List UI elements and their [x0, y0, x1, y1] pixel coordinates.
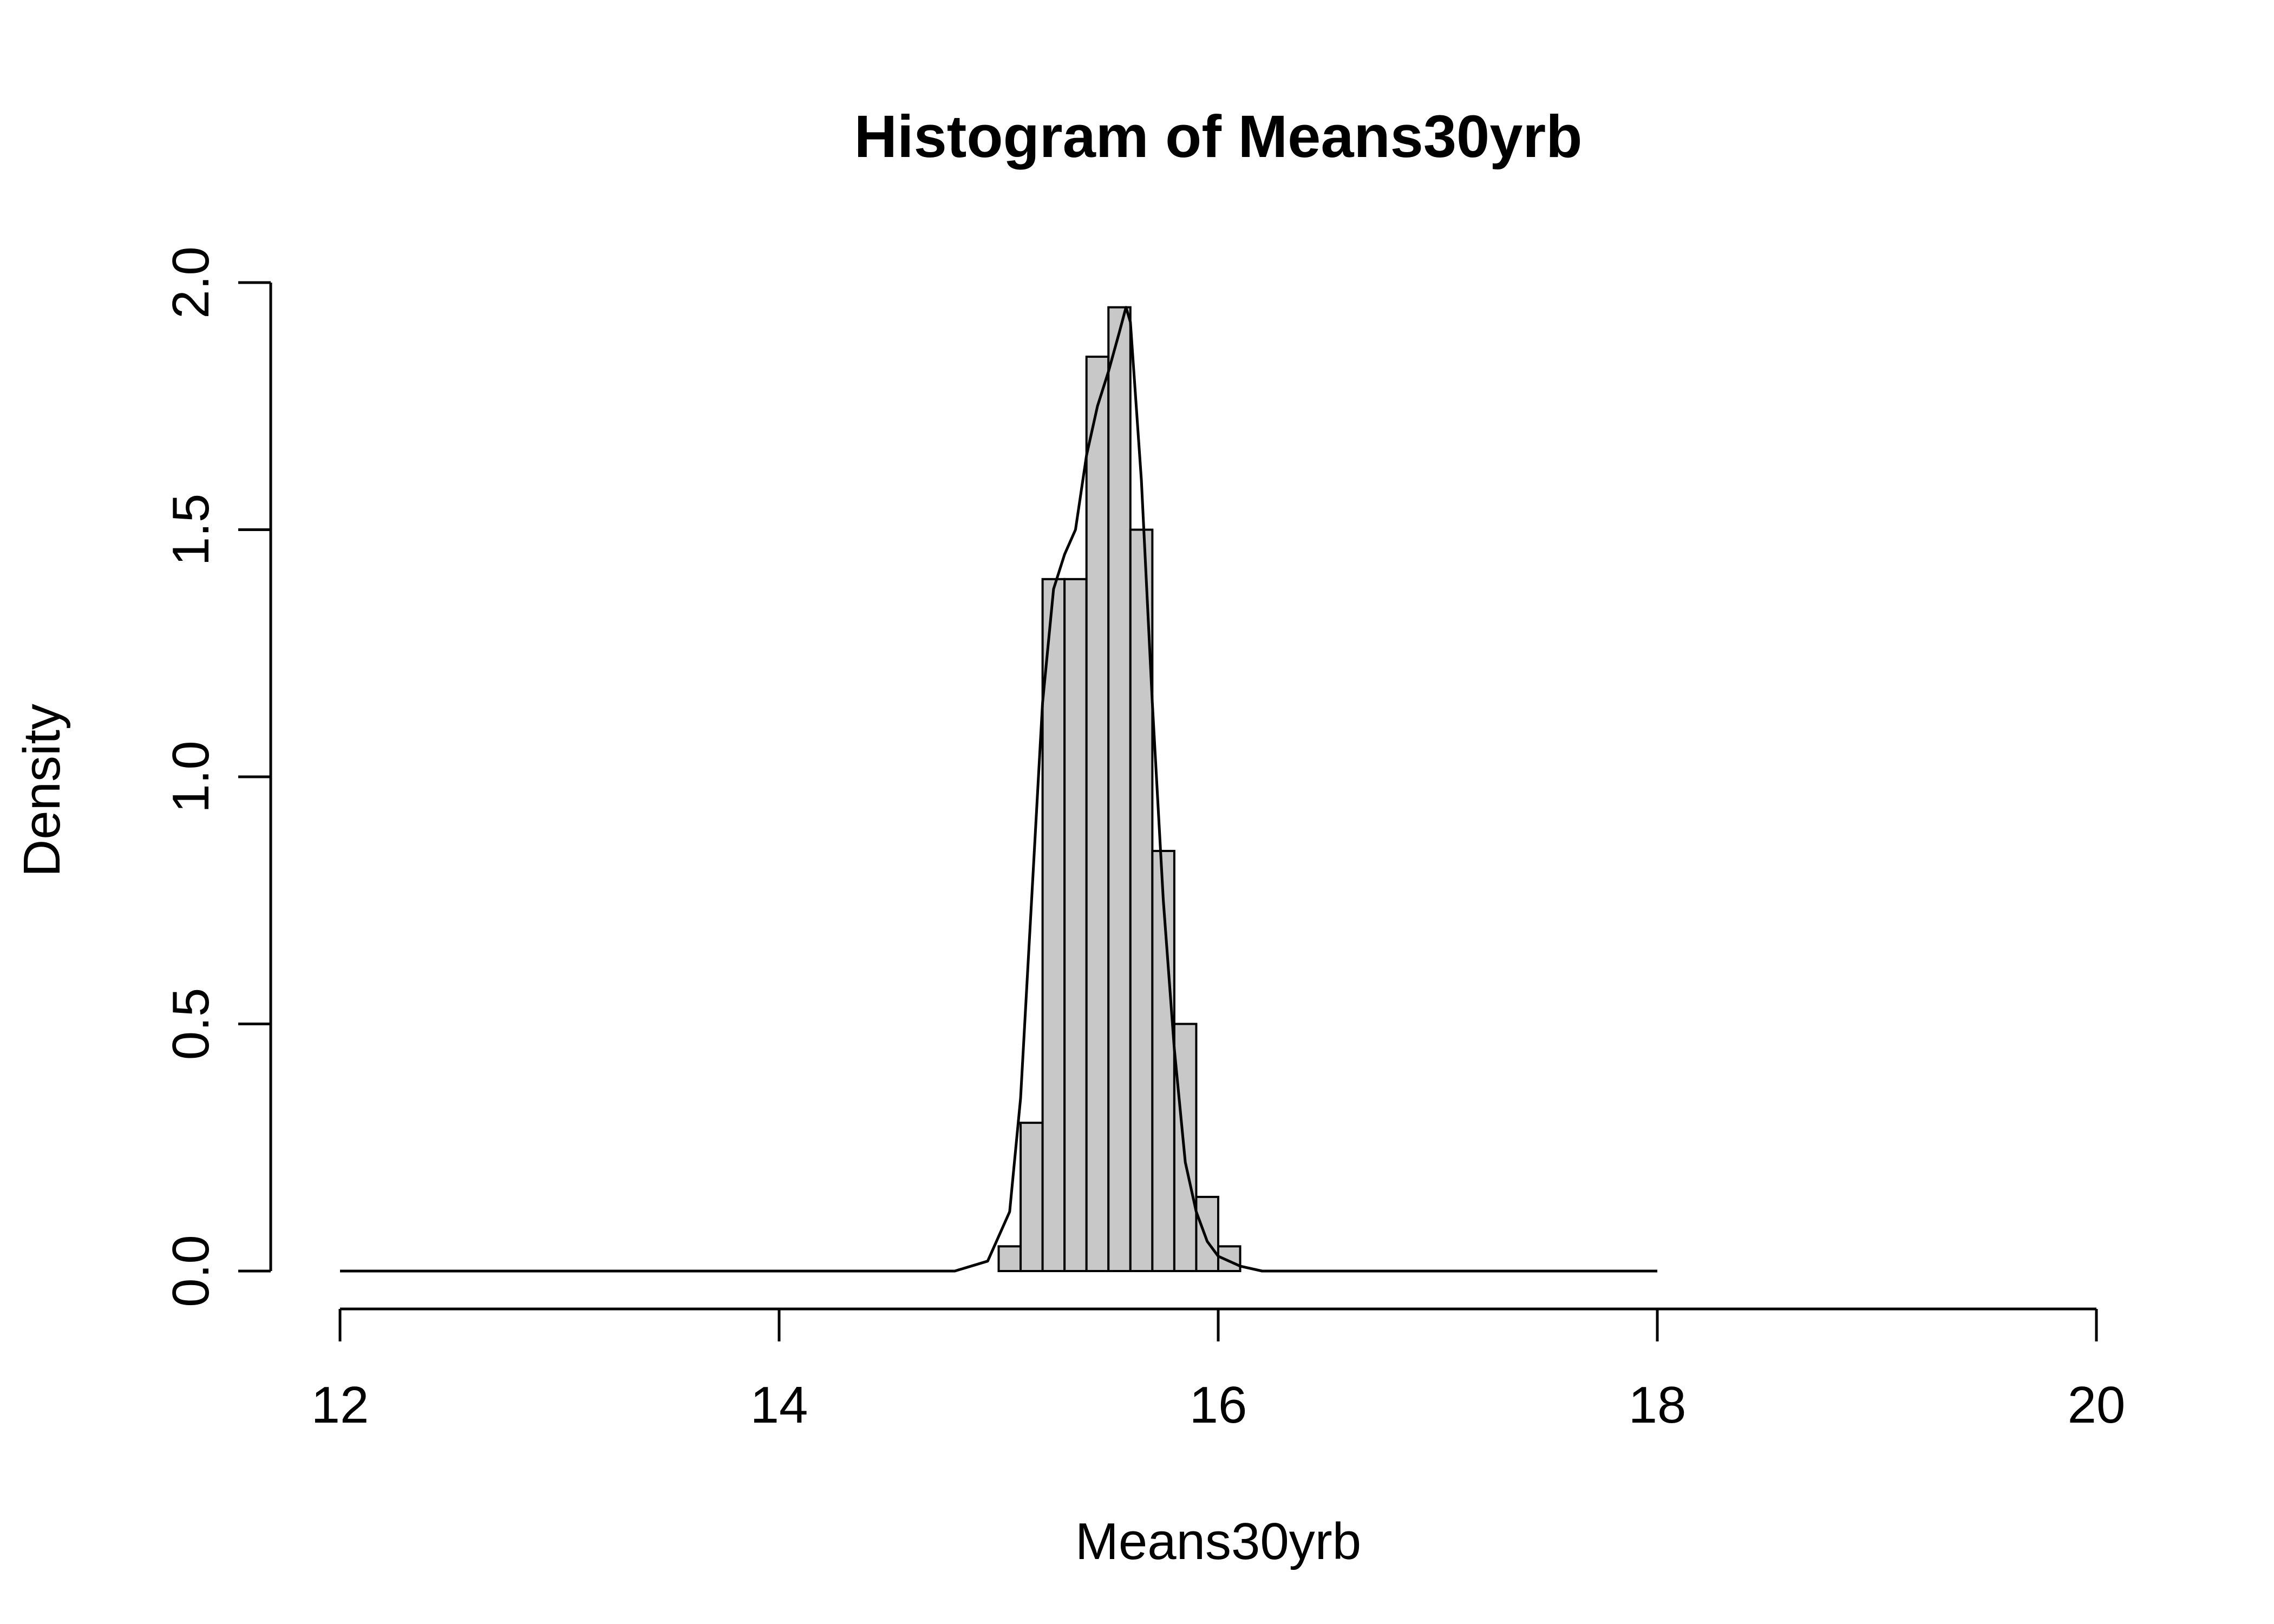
x-tick-label: 18	[1629, 1376, 1687, 1434]
histogram-bar	[1151, 849, 1175, 1272]
density-curve	[340, 306, 1657, 1273]
x-axis: 12 14 16 18 20	[311, 1307, 2126, 1434]
y-tick-label: 0.5	[162, 988, 220, 1060]
histogram-bar	[1107, 306, 1132, 1272]
histogram-bar	[1085, 355, 1110, 1273]
histogram-bar	[1020, 1122, 1044, 1273]
histogram-bar	[1041, 578, 1066, 1272]
x-tick-label: 20	[2068, 1376, 2126, 1434]
histogram-bar	[1063, 578, 1088, 1272]
y-tick-label: 0.0	[162, 1235, 220, 1307]
x-tick-label: 16	[1190, 1376, 1247, 1434]
x-axis-label: Means30yrb	[1075, 1512, 1361, 1570]
histogram-bar	[1173, 1023, 1198, 1272]
y-axis: 0.0 0.5 1.0 1.5 2.0	[162, 246, 272, 1307]
x-tick-label: 12	[311, 1376, 369, 1434]
density-curve-group	[340, 306, 1657, 1273]
y-tick-label: 1.5	[162, 494, 220, 566]
y-axis-label: Density	[13, 704, 71, 877]
chart-title: Histogram of Means30yrb	[854, 103, 1583, 170]
histogram-bars	[997, 306, 1241, 1273]
histogram-bar	[1195, 1196, 1219, 1273]
y-tick-label: 2.0	[162, 246, 220, 318]
x-tick-label: 14	[750, 1376, 808, 1434]
histogram-bar	[997, 1245, 1022, 1273]
y-tick-label: 1.0	[162, 741, 220, 813]
